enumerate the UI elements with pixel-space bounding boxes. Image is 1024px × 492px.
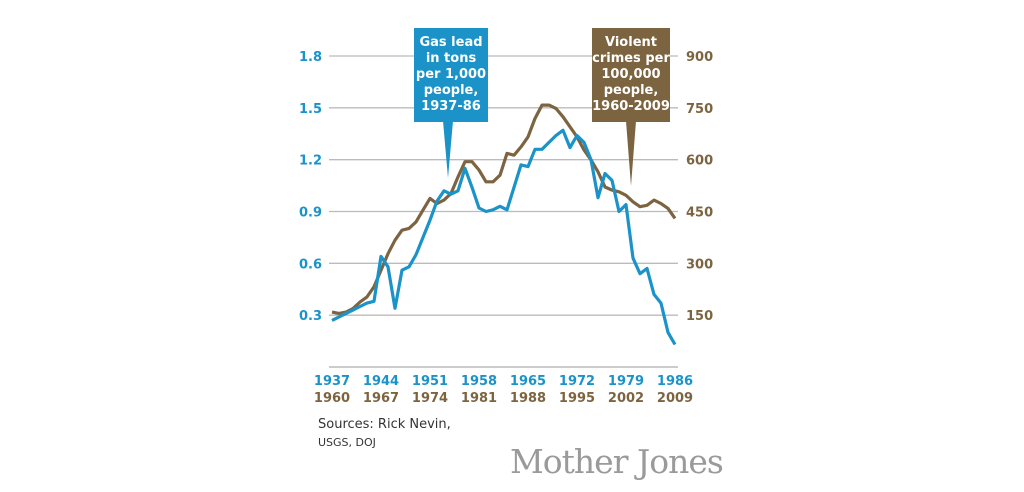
crime-callout-pointer xyxy=(626,121,636,186)
x-tick-label-crime: 1967 xyxy=(363,391,399,406)
lead-callout-box xyxy=(414,28,488,122)
y-left-tick-label: 1.8 xyxy=(299,50,322,65)
y-left-tick-label: 0.3 xyxy=(299,309,322,324)
x-tick-label-lead: 1972 xyxy=(559,374,595,389)
crime-callout-text: 1960-2009 xyxy=(592,99,670,114)
x-tick-label-lead: 1986 xyxy=(657,374,693,389)
sources-line-1: Sources: Rick Nevin, xyxy=(318,417,451,432)
lead-callout-text: in tons xyxy=(426,51,477,66)
sources: Sources: Rick Nevin, USGS, DOJ xyxy=(318,416,451,452)
x-tick-label-crime: 2009 xyxy=(657,391,693,406)
x-tick-label-crime: 1974 xyxy=(412,391,448,406)
x-tick-label-lead: 1965 xyxy=(510,374,546,389)
crime-callout-box xyxy=(592,28,670,122)
mother-jones-logo: Mother Jones xyxy=(510,442,724,481)
lead-callout-text: people, xyxy=(424,83,479,98)
y-left-tick-label: 0.6 xyxy=(299,257,322,272)
lead-series-line xyxy=(331,128,677,346)
crime-callout-text: people, xyxy=(604,83,659,98)
x-tick-label-crime: 1960 xyxy=(314,391,350,406)
y-left-tick-label: 1.2 xyxy=(299,154,322,169)
x-tick-label-crime: 2002 xyxy=(608,391,644,406)
y-right-tick-label: 150 xyxy=(686,309,713,324)
sources-line-2: USGS, DOJ xyxy=(318,436,376,449)
y-right-tick-label: 900 xyxy=(686,50,713,65)
crime-series-line xyxy=(331,103,677,315)
x-tick-label-crime: 1988 xyxy=(510,391,546,406)
y-left-tick-label: 1.5 xyxy=(299,102,322,117)
crime-callout-text: 100,000 xyxy=(601,67,660,82)
x-tick-label-lead: 1951 xyxy=(412,374,448,389)
y-right-tick-label: 300 xyxy=(686,257,713,272)
crime-callout-text: crimes per xyxy=(592,51,670,66)
crime-callout-text: Violent xyxy=(605,35,657,50)
x-tick-label-lead: 1937 xyxy=(314,374,350,389)
lead-callout-pointer xyxy=(443,121,453,178)
x-tick-label-crime: 1981 xyxy=(461,391,497,406)
lead-callout-text: Gas lead xyxy=(419,35,482,50)
x-tick-label-crime: 1995 xyxy=(559,391,595,406)
y-right-tick-label: 750 xyxy=(686,102,713,117)
x-tick-label-lead: 1979 xyxy=(608,374,644,389)
y-right-tick-label: 450 xyxy=(686,206,713,221)
lead-callout-text: 1937-86 xyxy=(421,99,481,114)
lead-callout-text: per 1,000 xyxy=(416,67,486,82)
y-right-tick-label: 600 xyxy=(686,154,713,169)
y-left-tick-label: 0.9 xyxy=(299,206,322,221)
x-tick-label-lead: 1958 xyxy=(461,374,497,389)
x-tick-label-lead: 1944 xyxy=(363,374,399,389)
